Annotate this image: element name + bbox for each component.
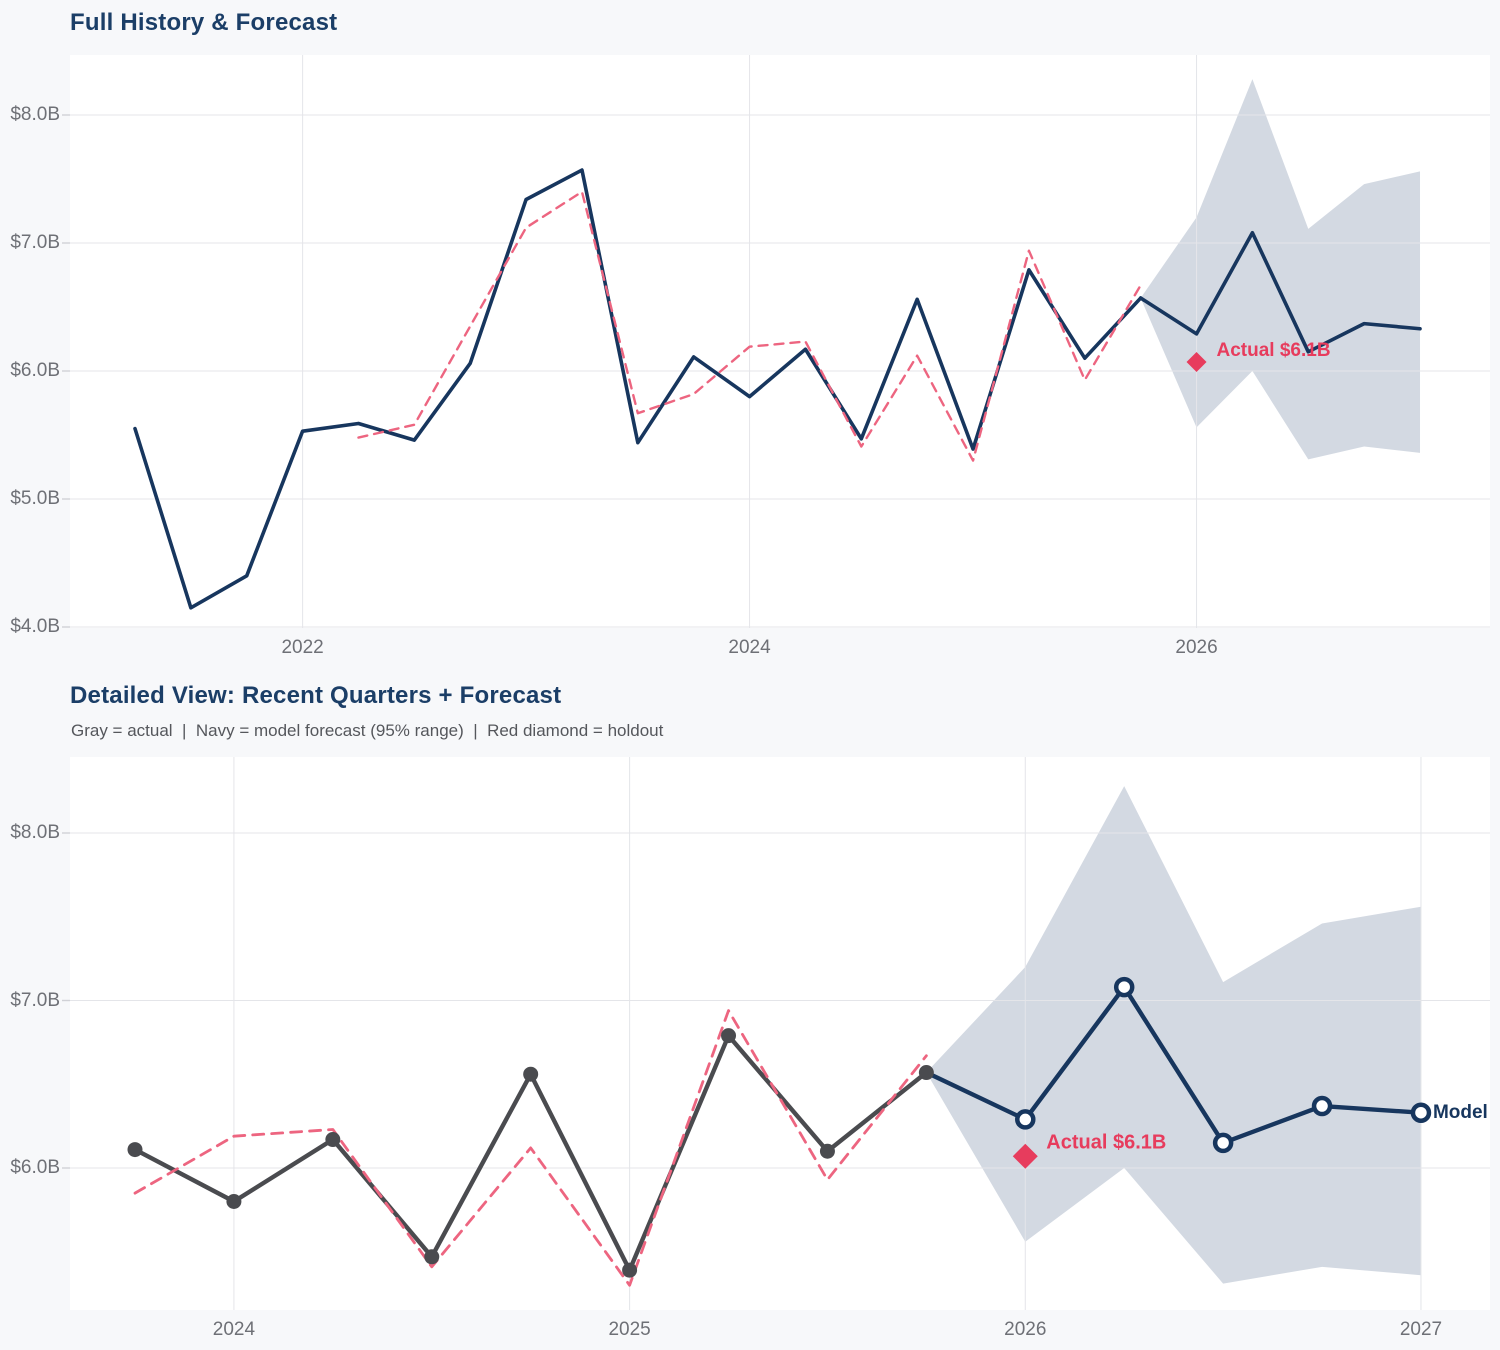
recent-actual-point-marker <box>424 1249 440 1265</box>
model-fit-line <box>133 1009 928 1287</box>
model-forecast-point-marker <box>1113 976 1135 998</box>
x-tick-label-2024: 2024 <box>728 637 771 658</box>
model-forecast-point-marker <box>1410 1102 1432 1123</box>
recent-actual-point-marker <box>523 1066 539 1082</box>
x-tick-label-2026: 2026 <box>1175 637 1218 658</box>
confidence-band <box>926 786 1421 1284</box>
model-series-label: Model <box>1432 1101 1488 1123</box>
bottom-chart-title: Detailed View: Recent Quarters + Forecas… <box>70 682 562 709</box>
recent-actual-point-marker <box>721 1028 737 1044</box>
recent-actual-point-marker <box>325 1132 341 1148</box>
recent-actual-point-marker <box>127 1142 143 1158</box>
confidence-band <box>1140 79 1421 460</box>
model-forecast-point-marker <box>1212 1132 1234 1154</box>
model-forecast-point-marker <box>1311 1095 1333 1117</box>
model-forecast-line <box>924 984 1424 1146</box>
holdout-diamond <box>1186 352 1207 373</box>
y-tick-label-$5.0B: $5.0B <box>10 488 60 509</box>
holdout-annotation-top: Actual $6.1B <box>1216 340 1331 362</box>
model-fit-line <box>357 190 1142 462</box>
model-forecast-line <box>1138 230 1422 354</box>
history-actual-line <box>133 168 1143 610</box>
x-tick-label-2025: 2025 <box>608 1319 651 1340</box>
holdout-annotation-bottom: Actual $6.1B <box>1046 1131 1167 1154</box>
recent-actual-point-marker <box>226 1194 242 1209</box>
x-tick-label-2022: 2022 <box>281 637 324 658</box>
x-tick-label-2024: 2024 <box>212 1319 256 1340</box>
y-tick-label-$7.0B: $7.0B <box>10 989 60 1011</box>
recent-actual-point-marker <box>819 1143 835 1159</box>
recent-actual-point-marker <box>918 1065 934 1081</box>
x-tick-label-2027: 2027 <box>1399 1319 1443 1340</box>
holdout-diamond <box>1012 1143 1038 1169</box>
bottom-chart-legend-subtitle: Gray = actual | Navy = model forecast (9… <box>71 721 664 740</box>
y-tick-label-$6.0B: $6.0B <box>10 1157 60 1178</box>
y-tick-label-$4.0B: $4.0B <box>10 616 60 637</box>
top-chart-title: Full History & Forecast <box>70 9 338 36</box>
model-forecast-point-marker <box>1015 1109 1036 1130</box>
y-tick-label-$7.0B: $7.0B <box>10 232 60 253</box>
y-tick-label-$6.0B: $6.0B <box>10 360 60 381</box>
y-tick-label-$8.0B: $8.0B <box>10 822 60 843</box>
recent-actual-point-marker <box>622 1262 638 1278</box>
x-tick-label-2026: 2026 <box>1004 1319 1047 1340</box>
y-tick-label-$8.0B: $8.0B <box>10 104 60 125</box>
